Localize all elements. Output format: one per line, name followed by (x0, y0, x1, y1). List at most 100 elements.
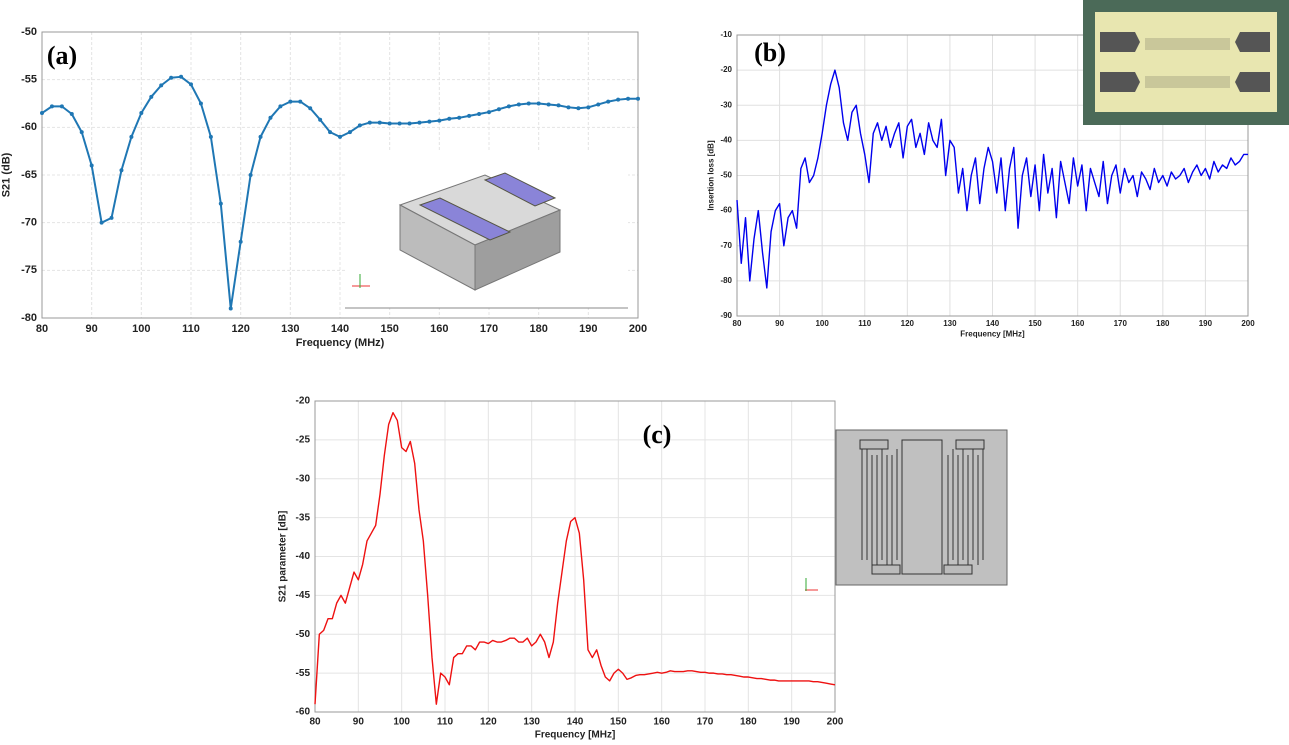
y-tick-label: -25 (296, 435, 311, 446)
y-axis-label: Insertion loss [dB] (707, 140, 716, 211)
data-point (179, 74, 184, 79)
x-tick-label: 120 (231, 323, 249, 335)
y-tick-label: -80 (21, 312, 37, 324)
y-tick-label: -60 (720, 206, 732, 215)
x-tick-label: 160 (653, 717, 670, 728)
panel-label: (a) (47, 41, 77, 70)
data-point (626, 96, 631, 101)
x-tick-label: 180 (1156, 319, 1170, 328)
y-tick-label: -65 (21, 169, 37, 181)
x-tick-label: 90 (86, 323, 98, 335)
data-point (487, 110, 491, 115)
y-tick-label: -60 (296, 707, 311, 718)
data-point (139, 111, 144, 116)
y-tick-label: -20 (720, 65, 732, 74)
data-point (40, 111, 44, 116)
data-point (109, 215, 114, 220)
data-point (506, 104, 511, 109)
data-point (347, 130, 352, 135)
x-tick-label: 180 (529, 323, 547, 335)
x-tick-label: 130 (943, 319, 957, 328)
y-tick-label: -30 (296, 473, 311, 484)
data-point (169, 75, 174, 80)
x-tick-label: 110 (182, 323, 200, 335)
x-tick-label: 170 (480, 323, 498, 335)
pad (1235, 72, 1270, 92)
y-tick-label: -35 (296, 512, 311, 523)
inset-b (1083, 0, 1289, 125)
x-tick-label: 170 (1114, 319, 1128, 328)
data-point (586, 105, 591, 110)
x-axis-label: Frequency (MHz) (296, 337, 385, 349)
series-line (736, 69, 1248, 289)
x-tick-label: 110 (437, 717, 454, 728)
bus-bar (859, 439, 889, 450)
data-point (189, 82, 193, 87)
bus-bar (943, 564, 973, 575)
delay-line (1145, 76, 1230, 88)
data-point (218, 201, 223, 206)
x-tick-label: 110 (858, 319, 871, 328)
data-point (546, 102, 551, 107)
data-point (616, 97, 621, 102)
x-tick-label: 90 (775, 319, 784, 328)
y-tick-label: -40 (720, 135, 732, 144)
data-point (357, 123, 362, 128)
data-point (208, 134, 213, 139)
delay-line (1145, 38, 1230, 50)
x-tick-label: 100 (132, 323, 150, 335)
y-tick-label: -40 (296, 551, 311, 562)
x-tick-label: 80 (309, 717, 321, 728)
x-tick-label: 130 (281, 323, 299, 335)
data-point (129, 134, 134, 139)
y-tick-label: -80 (720, 276, 732, 285)
data-point (477, 111, 482, 116)
series-line (314, 411, 836, 705)
data-point (437, 118, 442, 123)
data-point (407, 121, 412, 126)
data-point (457, 115, 462, 120)
data-point (338, 134, 342, 139)
data-point (49, 104, 54, 109)
x-tick-label: 150 (380, 323, 398, 335)
x-tick-label: 190 (783, 717, 800, 728)
y-tick-label: -55 (21, 74, 37, 86)
y-tick-label: -55 (296, 668, 311, 679)
panel-label: (c) (643, 420, 672, 449)
data-point (367, 120, 372, 125)
data-point (447, 116, 452, 121)
data-point (159, 83, 164, 88)
data-point (377, 120, 382, 125)
x-tick-label: 150 (1028, 319, 1042, 328)
x-tick-label: 180 (740, 717, 757, 728)
data-point (556, 103, 561, 108)
data-point (69, 111, 74, 116)
data-point (318, 117, 323, 122)
y-tick-label: -90 (720, 311, 732, 320)
data-point (636, 96, 640, 101)
inset-a (345, 150, 628, 309)
insets (345, 0, 1289, 591)
bus-bar (871, 564, 901, 575)
electrode (483, 172, 557, 207)
x-tick-label: 90 (353, 717, 365, 728)
y-tick-label: -30 (720, 100, 732, 109)
x-tick-label: 160 (1071, 319, 1085, 328)
x-tick-label: 170 (697, 717, 714, 728)
x-tick-label: 80 (36, 323, 48, 335)
data-point (228, 306, 233, 311)
pad (1100, 32, 1140, 52)
y-tick-label: -50 (296, 629, 311, 640)
x-tick-label: 140 (331, 323, 349, 335)
photo-chip (1095, 12, 1277, 112)
y-tick-label: -60 (21, 121, 37, 133)
y-tick-label: -45 (296, 590, 311, 601)
x-tick-label: 80 (733, 319, 742, 328)
data-point (536, 101, 541, 106)
data-point (417, 120, 422, 125)
y-axis-label: S21 parameter [dB] (278, 511, 289, 603)
data-point (238, 239, 243, 244)
plot-frame (314, 400, 836, 713)
data-point (89, 163, 94, 168)
